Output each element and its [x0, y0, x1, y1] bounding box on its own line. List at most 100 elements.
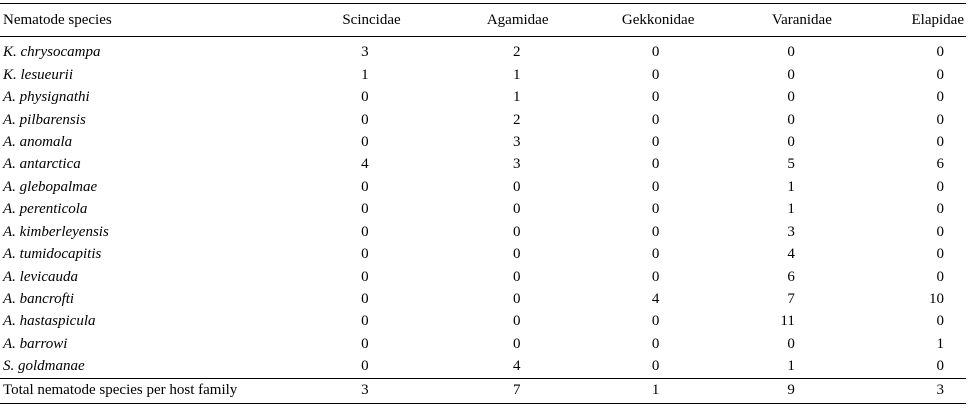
- table-row: A. physignathi 0 1 0 0 0: [0, 86, 966, 108]
- count-varanidae: 1: [787, 201, 795, 218]
- count-agamidae: 3: [512, 156, 521, 173]
- count-agamidae: 0: [512, 178, 521, 195]
- count-scincidae: 0: [361, 291, 369, 308]
- count-agamidae: 1: [512, 66, 521, 83]
- table-row: A. glebopalmae 0 0 0 1 0: [0, 176, 966, 198]
- count-agamidae: 0: [512, 291, 521, 308]
- total-gekkonidae: 1: [651, 382, 660, 399]
- nematode-host-table: Nematode species Scincidae Agamidae Gekk…: [0, 3, 966, 404]
- count-scincidae: 3: [361, 44, 369, 61]
- count-gekkonidae: 0: [651, 178, 660, 195]
- species-name: K. chrysocampa: [3, 44, 101, 61]
- count-gekkonidae: 0: [651, 313, 660, 330]
- count-scincidae: 0: [361, 335, 369, 352]
- species-name: A. bancrofti: [3, 291, 75, 308]
- count-agamidae: 0: [512, 335, 521, 352]
- header-varanidae: Varanidae: [771, 11, 832, 28]
- count-scincidae: 0: [361, 313, 369, 330]
- nematode-host-table-container: Nematode species Scincidae Agamidae Gekk…: [0, 3, 966, 404]
- count-scincidae: 0: [361, 133, 369, 150]
- total-varanidae: 9: [787, 382, 795, 399]
- count-agamidae: 0: [512, 313, 521, 330]
- table-total-row: Total nematode species per host family 3…: [0, 378, 966, 404]
- total-elapidae: 3: [936, 382, 945, 399]
- table-row: A. tumidocapitis 0 0 0 4 0: [0, 243, 966, 265]
- count-scincidae: 0: [361, 89, 369, 106]
- count-varanidae: 0: [787, 133, 795, 150]
- count-elapidae: 0: [936, 89, 945, 106]
- count-varanidae: 5: [787, 156, 795, 173]
- count-gekkonidae: 0: [651, 268, 660, 285]
- species-name: A. tumidocapitis: [3, 246, 102, 263]
- table-row: A. bancrofti 0 0 4 7 10: [0, 288, 966, 310]
- count-elapidae: 6: [936, 156, 945, 173]
- header-agamidae: Agamidae: [486, 11, 549, 28]
- species-name: A. physignathi: [3, 89, 90, 106]
- count-agamidae: 4: [512, 358, 521, 375]
- species-name: A. glebopalmae: [3, 178, 98, 195]
- table-row: A. hastaspicula 0 0 0 11 0: [0, 310, 966, 332]
- table-row: K. lesueurii 1 1 0 0 0: [0, 63, 966, 85]
- count-gekkonidae: 0: [651, 156, 660, 173]
- header-scincidae: Scincidae: [342, 11, 401, 28]
- count-varanidae: 0: [787, 111, 795, 128]
- species-name: A. barrowi: [3, 335, 68, 352]
- count-elapidae: 0: [936, 133, 945, 150]
- count-scincidae: 0: [361, 201, 369, 218]
- count-gekkonidae: 0: [651, 66, 660, 83]
- count-agamidae: 2: [512, 111, 521, 128]
- count-varanidae: 3: [787, 223, 795, 240]
- total-label: Total nematode species per host family: [3, 382, 238, 399]
- table-row: A. barrowi 0 0 0 0 1: [0, 333, 966, 355]
- count-gekkonidae: 0: [651, 44, 660, 61]
- count-agamidae: 0: [512, 246, 521, 263]
- count-gekkonidae: 0: [651, 111, 660, 128]
- count-elapidae: 10: [929, 291, 944, 308]
- count-varanidae: 0: [787, 66, 795, 83]
- count-gekkonidae: 0: [651, 335, 660, 352]
- count-scincidae: 0: [361, 246, 369, 263]
- count-scincidae: 0: [361, 268, 369, 285]
- count-scincidae: 0: [361, 111, 369, 128]
- count-varanidae: 1: [787, 178, 795, 195]
- count-agamidae: 3: [512, 133, 521, 150]
- count-varanidae: 0: [787, 89, 795, 106]
- count-elapidae: 0: [936, 246, 945, 263]
- table-row: S. goldmanae 0 4 0 1 0: [0, 355, 966, 378]
- table-header-row: Nematode species Scincidae Agamidae Gekk…: [0, 3, 966, 37]
- count-agamidae: 1: [512, 89, 521, 106]
- count-varanidae: 11: [780, 313, 795, 330]
- count-gekkonidae: 0: [651, 246, 660, 263]
- count-agamidae: 0: [512, 201, 521, 218]
- count-varanidae: 0: [787, 335, 795, 352]
- count-elapidae: 0: [936, 268, 945, 285]
- table-row: A. antarctica 4 3 0 5 6: [0, 153, 966, 175]
- count-agamidae: 0: [512, 268, 521, 285]
- count-varanidae: 0: [787, 44, 795, 61]
- header-gekkonidae: Gekkonidae: [621, 11, 695, 28]
- count-agamidae: 0: [512, 223, 521, 240]
- count-scincidae: 0: [361, 178, 369, 195]
- species-name: A. antarctica: [3, 156, 81, 173]
- total-agamidae: 7: [512, 382, 521, 399]
- species-name: A. pilbarensis: [3, 111, 86, 128]
- count-scincidae: 1: [361, 66, 369, 83]
- table-row: A. kimberleyensis 0 0 0 3 0: [0, 221, 966, 243]
- count-varanidae: 1: [787, 358, 795, 375]
- table-row: A. levicauda 0 0 0 6 0: [0, 265, 966, 287]
- count-elapidae: 0: [936, 66, 945, 83]
- species-name: A. kimberleyensis: [3, 223, 109, 240]
- count-elapidae: 0: [936, 223, 945, 240]
- table-row: A. perenticola 0 0 0 1 0: [0, 198, 966, 220]
- count-scincidae: 0: [361, 358, 369, 375]
- header-nematode-species: Nematode species: [3, 11, 112, 28]
- species-name: A. perenticola: [3, 201, 88, 218]
- count-elapidae: 0: [936, 44, 945, 61]
- species-name: A. hastaspicula: [3, 313, 96, 330]
- count-varanidae: 6: [787, 268, 795, 285]
- count-agamidae: 2: [512, 44, 521, 61]
- count-gekkonidae: 0: [651, 133, 660, 150]
- count-scincidae: 0: [361, 223, 369, 240]
- count-elapidae: 0: [936, 358, 945, 375]
- count-gekkonidae: 0: [651, 201, 660, 218]
